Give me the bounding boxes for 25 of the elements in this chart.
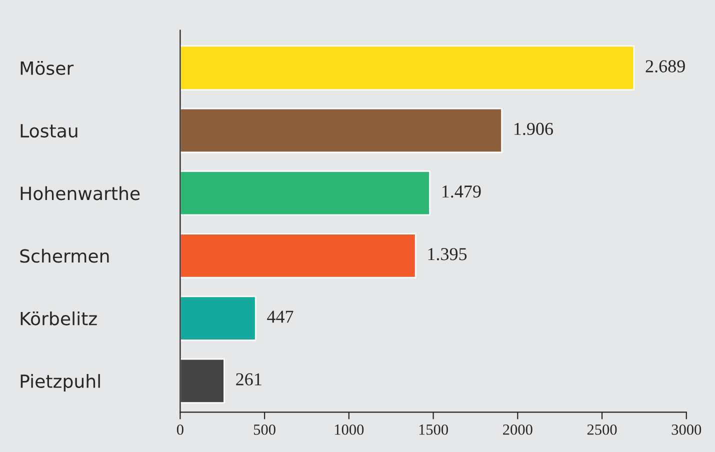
bar	[180, 296, 256, 341]
y-tick-label: Lostau	[20, 124, 78, 138]
y-tick-label: Körbelitz	[20, 311, 97, 326]
bar	[180, 358, 225, 404]
data-label: 2.689	[646, 60, 685, 72]
x-tick-label: 2500	[587, 424, 617, 435]
y-tick-label: Pietzpuhl	[20, 374, 100, 392]
y-tick-label: Hohenwarthe	[20, 186, 140, 200]
y-tick-label: Möser	[20, 61, 74, 75]
data-label: 1.906	[514, 122, 553, 136]
x-tick-label: 3000	[672, 424, 702, 435]
x-tick-label: 1000	[334, 424, 364, 435]
data-label: 1.395	[428, 248, 467, 260]
x-tick-label: 0	[176, 424, 184, 435]
bar	[180, 108, 502, 154]
x-tick-label: 2000	[503, 424, 532, 435]
y-tick-label: Schermen	[20, 248, 109, 263]
bar	[180, 233, 416, 278]
bar	[180, 170, 430, 216]
x-tick-label: 500	[254, 424, 276, 435]
bar	[180, 45, 635, 90]
data-label: 261	[236, 373, 262, 386]
data-label: 447	[267, 310, 294, 323]
data-label: 1.479	[442, 185, 481, 198]
x-tick-label: 1500	[419, 424, 448, 435]
